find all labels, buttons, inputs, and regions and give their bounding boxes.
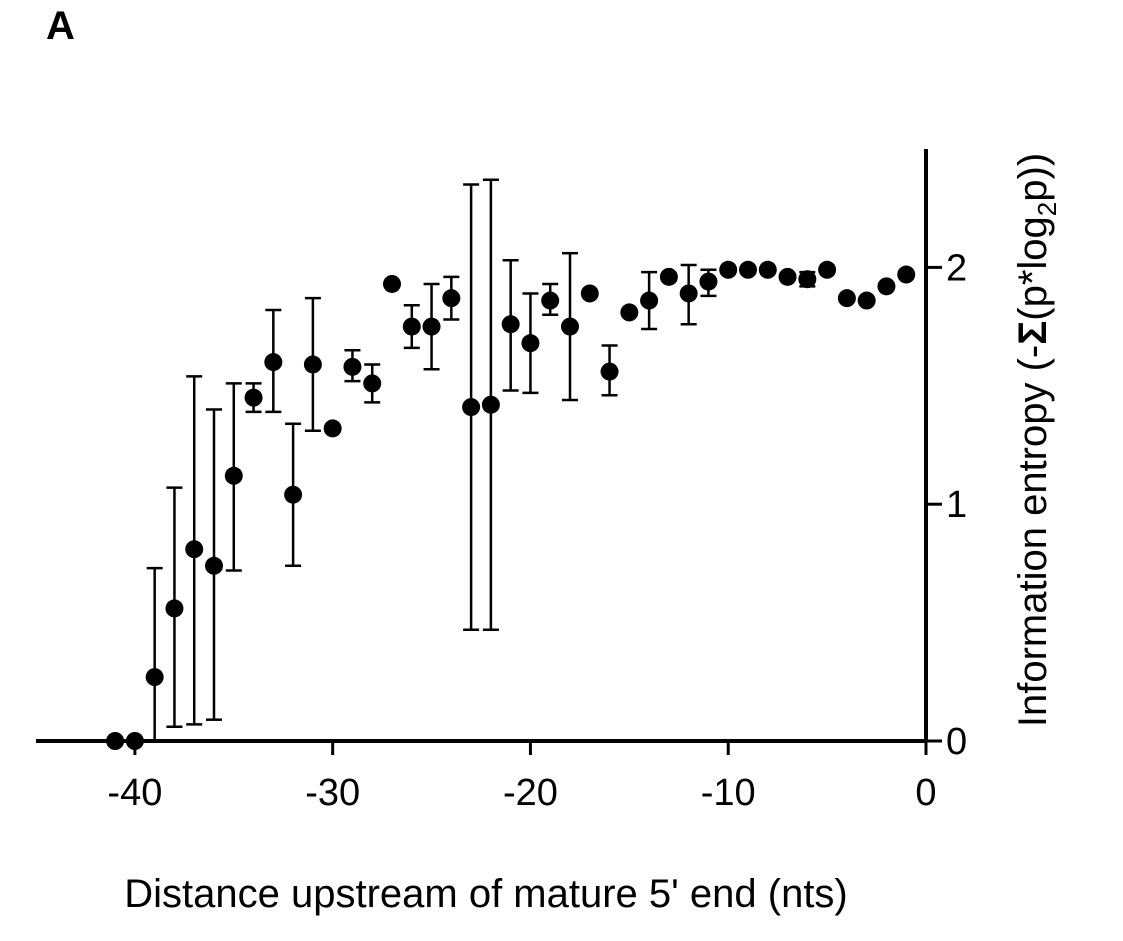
- y-tick-label: 0: [946, 721, 967, 763]
- y-axis-title-prefix: Information entropy (-: [1011, 345, 1055, 727]
- y-axis-title-sigma: Σ: [1011, 321, 1055, 345]
- data-point: [640, 291, 659, 310]
- data-point: [857, 291, 876, 310]
- data-point: [145, 668, 164, 687]
- data-point: [719, 260, 738, 279]
- x-tick-label: 0: [915, 772, 936, 814]
- data-point: [620, 303, 639, 322]
- panel-label: A: [46, 4, 75, 48]
- data-point: [481, 395, 500, 414]
- data-point: [501, 315, 520, 334]
- data-point: [165, 599, 184, 618]
- data-point: [521, 334, 540, 353]
- data-point: [600, 362, 619, 381]
- data-point: [541, 291, 560, 310]
- data-point: [303, 355, 322, 374]
- x-axis-ticks: -40 -30 -20 -10 0: [107, 741, 937, 814]
- y-tick-label: 1: [946, 484, 967, 526]
- data-point: [442, 289, 461, 308]
- error-bars: [146, 178, 816, 743]
- y-tick-label: 2: [946, 247, 967, 289]
- data-point: [264, 353, 283, 372]
- data-point: [323, 419, 342, 438]
- data-point: [205, 556, 223, 575]
- data-point: [383, 274, 401, 293]
- data-point: [422, 317, 441, 336]
- data-point: [284, 485, 303, 504]
- x-tick-label: -10: [701, 772, 756, 814]
- data-point: [185, 540, 204, 559]
- data-point: [778, 267, 797, 286]
- y-axis-title-subscript: 2: [1032, 202, 1062, 216]
- data-point: [402, 317, 421, 336]
- data-point: [837, 289, 856, 308]
- x-tick-label: -20: [503, 772, 558, 814]
- data-point: [659, 267, 678, 286]
- data-point: [818, 260, 837, 279]
- data-point: [739, 260, 757, 279]
- data-point: [224, 466, 243, 485]
- data-point: [462, 398, 481, 417]
- x-tick-label: -30: [305, 772, 360, 814]
- x-axis-title: Distance upstream of mature 5' end (nts): [124, 872, 848, 916]
- data-point: [758, 260, 777, 279]
- x-tick-label: -40: [107, 772, 162, 814]
- y-axis-title-mid: (p*log: [1011, 216, 1055, 321]
- y-axis-title-suffix: p)): [1011, 153, 1055, 202]
- data-point: [798, 270, 817, 289]
- data-point: [561, 317, 579, 336]
- data-point: [699, 272, 718, 291]
- data-point: [679, 284, 698, 303]
- y-axis-ticks: 0 1 2: [926, 247, 967, 763]
- error-bar: [146, 566, 163, 743]
- y-axis-title: Information entropy (-Σ(p*log2p)): [1011, 153, 1062, 727]
- data-point: [244, 388, 263, 407]
- data-point: [343, 357, 362, 376]
- data-point: [897, 265, 916, 284]
- data-point: [363, 374, 382, 393]
- data-point: [580, 284, 599, 303]
- data-point: [877, 277, 896, 296]
- data-points: [106, 260, 916, 750]
